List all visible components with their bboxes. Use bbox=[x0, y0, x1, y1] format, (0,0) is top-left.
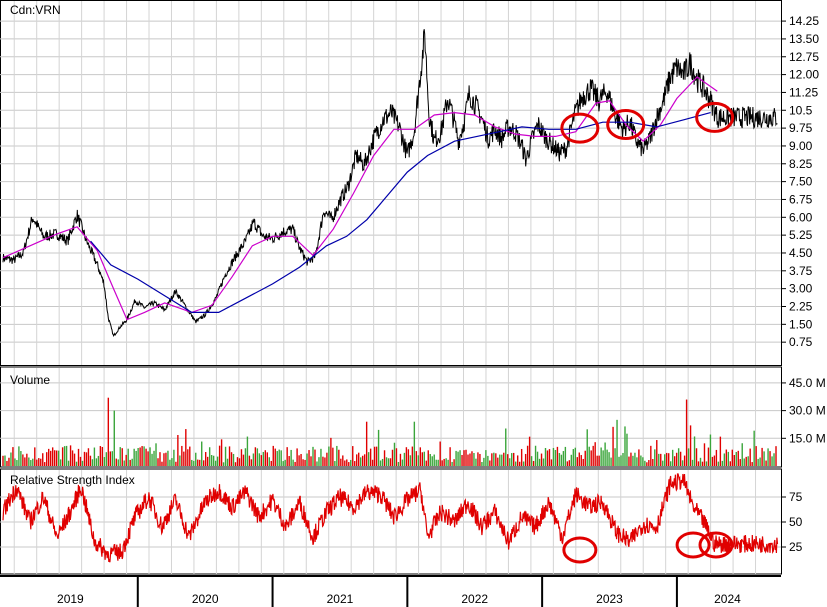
x-ticks: 2019 2020 2021 2022 2023 2024 bbox=[57, 576, 741, 607]
volume-tick-label: 30.0 M bbox=[789, 404, 826, 418]
volume-panel-frame bbox=[0, 366, 782, 468]
price-tick-label: 7.50 bbox=[789, 175, 813, 189]
rsi-panel: Relative Strength Index 25 50 75 bbox=[0, 468, 803, 575]
annotation-circle bbox=[606, 109, 646, 141]
volume-tick-label: 45.0 M bbox=[789, 376, 826, 390]
x-axis-band bbox=[0, 576, 782, 606]
price-tick-label: 3.75 bbox=[789, 264, 813, 278]
price-tick-label: 9.75 bbox=[789, 121, 813, 135]
price-tick-label: 5.25 bbox=[789, 228, 813, 242]
price-tick-label: 11.25 bbox=[789, 85, 818, 99]
x-tick-label: 2021 bbox=[327, 592, 354, 606]
price-title: Cdn:VRN bbox=[10, 3, 61, 17]
price-panel: Cdn:VRN 0.75 1.50 2.25 3.00 3.75 4.50 5.25 6.00… bbox=[0, 0, 819, 366]
volume-panel: Volume 15.0 M 30.0 M 45.0 M bbox=[0, 366, 826, 468]
rsi-tick-label: 75 bbox=[789, 490, 803, 504]
price-series-line bbox=[2, 29, 778, 338]
x-tick-label: 2022 bbox=[461, 592, 488, 606]
price-tick-label: 10.5 bbox=[789, 103, 813, 117]
annotation-circle bbox=[560, 112, 600, 144]
price-tick-label: 6.75 bbox=[789, 192, 813, 206]
volume-marks bbox=[2, 397, 777, 466]
x-tick-label: 2019 bbox=[57, 592, 84, 606]
volume-tick-label: 15.0 M bbox=[789, 431, 826, 445]
x-tick-label: 2023 bbox=[596, 592, 623, 606]
price-tick-label: 6.00 bbox=[789, 210, 813, 224]
rsi-marks bbox=[2, 473, 779, 563]
annotation-circles bbox=[560, 101, 735, 564]
price-marks bbox=[2, 29, 778, 338]
price-tick-label: 3.00 bbox=[789, 282, 813, 296]
x-tick-label: 2020 bbox=[192, 592, 219, 606]
price-tick-label: 1.50 bbox=[789, 317, 813, 331]
rsi-tick-label: 25 bbox=[789, 540, 803, 554]
volume-grid bbox=[0, 368, 781, 466]
price-y-axis: 0.75 1.50 2.25 3.00 3.75 4.50 5.25 6.00 6.75 7.50… bbox=[781, 14, 819, 349]
price-tick-label: 8.25 bbox=[789, 157, 813, 171]
x-axis: 2019 2020 2021 2022 2023 2024 bbox=[0, 575, 782, 607]
rsi-title: Relative Strength Index bbox=[10, 473, 135, 487]
price-tick-label: 2.25 bbox=[789, 299, 813, 313]
price-tick-label: 14.25 bbox=[789, 14, 819, 28]
price-tick-label: 9.00 bbox=[789, 139, 813, 153]
price-tick-label: 13.50 bbox=[789, 32, 819, 46]
long-moving-average-line bbox=[90, 112, 711, 313]
annotation-circle bbox=[698, 531, 734, 559]
volume-y-axis: 15.0 M 30.0 M 45.0 M bbox=[781, 376, 826, 445]
annotation-circle bbox=[695, 101, 735, 133]
volume-title: Volume bbox=[10, 373, 50, 387]
short-moving-average-line bbox=[2, 76, 718, 321]
rsi-y-axis: 25 50 75 bbox=[781, 490, 803, 554]
rsi-tick-label: 50 bbox=[789, 515, 803, 529]
price-tick-label: 0.75 bbox=[789, 335, 813, 349]
price-tick-label: 12.75 bbox=[789, 50, 819, 64]
annotation-circle bbox=[562, 536, 598, 564]
annotation-circle bbox=[675, 531, 711, 559]
price-panel-frame bbox=[0, 0, 782, 366]
x-tick-label: 2024 bbox=[714, 592, 741, 606]
price-tick-label: 4.50 bbox=[789, 246, 813, 260]
rsi-series-line bbox=[2, 473, 779, 563]
price-tick-label: 12.00 bbox=[789, 68, 819, 82]
